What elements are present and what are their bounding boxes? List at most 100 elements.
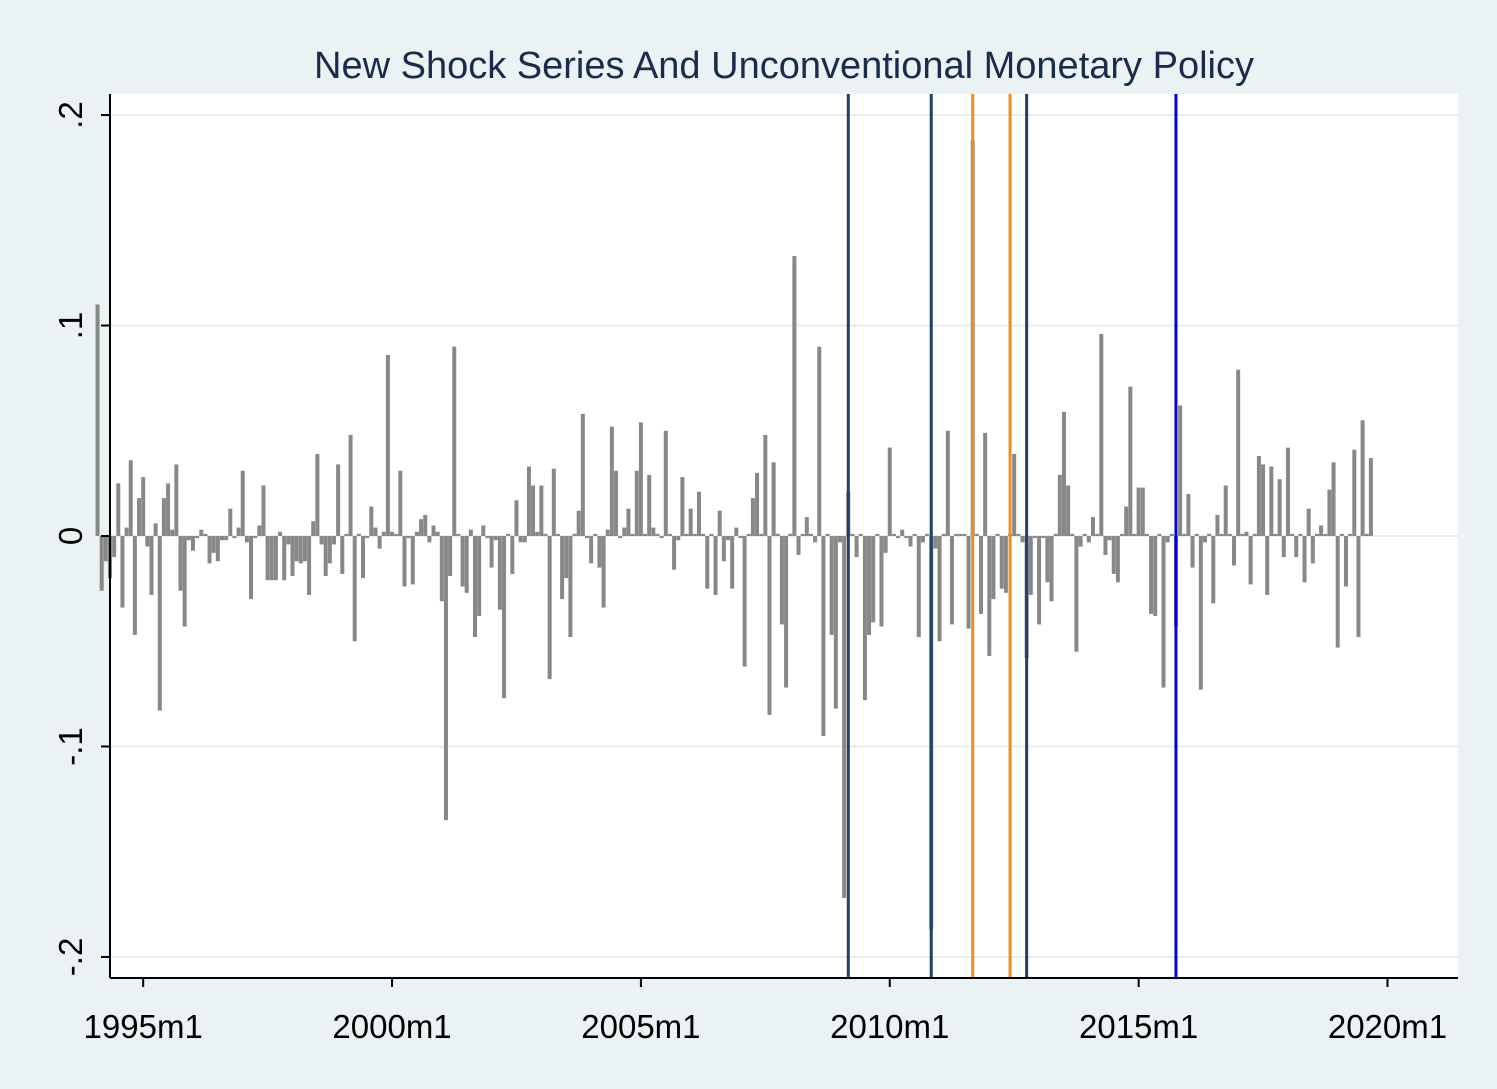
shock-bar — [609, 426, 614, 536]
shock-bar — [647, 474, 652, 536]
chart-title: New Shock Series And Unconventional Mone… — [314, 45, 1254, 87]
shock-bar — [240, 470, 245, 536]
shock-bar — [1074, 536, 1079, 652]
shock-bar — [1016, 533, 1021, 536]
shock-bar — [294, 536, 299, 562]
shock-bar — [937, 536, 942, 642]
shock-bar — [1061, 411, 1066, 536]
shock-bar — [634, 470, 639, 536]
shock-bar — [472, 536, 477, 638]
shock-bar — [580, 413, 585, 536]
shock-bar — [460, 536, 465, 587]
shock-bar — [568, 536, 573, 638]
policy-event-lines — [846, 94, 1178, 978]
shock-bar — [232, 536, 237, 539]
shock-bar — [1003, 536, 1008, 593]
shock-bar — [763, 434, 768, 536]
shock-bar — [1178, 405, 1183, 536]
shock-bar — [688, 508, 693, 536]
shock-bar — [1227, 533, 1232, 536]
shock-bar — [468, 529, 473, 536]
shock-bar — [1082, 533, 1087, 536]
shock-bar — [1302, 536, 1307, 583]
shock-bar — [696, 491, 701, 536]
shock-bar — [439, 536, 444, 602]
y-axis-ticks: .2 .1 0 -.1 -.2 — [52, 101, 110, 976]
shock-bar — [676, 536, 681, 541]
shock-bar — [365, 536, 370, 539]
shock-bar — [987, 536, 992, 656]
shock-bar — [215, 536, 220, 562]
shock-bar — [103, 536, 108, 562]
shock-bar — [539, 485, 544, 536]
shock-bar — [1306, 508, 1311, 536]
shock-bar — [775, 533, 780, 536]
shock-bar — [954, 533, 959, 536]
shock-bar — [356, 533, 361, 536]
shock-bar — [726, 536, 731, 541]
shock-bar — [1198, 536, 1203, 690]
shock-bar — [746, 533, 751, 536]
shock-bar — [128, 460, 133, 536]
shock-bar — [1285, 447, 1290, 536]
shock-bar — [178, 536, 183, 591]
shock-bar — [800, 533, 805, 536]
shock-bars — [95, 140, 1373, 930]
shock-bar — [734, 527, 739, 536]
shock-bar — [1194, 533, 1199, 536]
shock-bar — [257, 525, 262, 536]
y-tick-label: 0 — [52, 527, 89, 545]
shock-bar — [278, 531, 283, 536]
shock-bar — [265, 536, 270, 581]
shock-bar — [249, 536, 254, 600]
shock-bar — [327, 536, 332, 564]
shock-bar — [705, 536, 710, 589]
shock-bar — [925, 533, 930, 536]
shock-bar — [779, 536, 784, 625]
shock-bar — [286, 536, 291, 545]
shock-bar — [344, 533, 349, 536]
shock-bar — [871, 536, 876, 623]
shock-bar — [1215, 514, 1220, 536]
shock-bar — [709, 533, 714, 536]
shock-bar — [120, 536, 125, 608]
shock-bar — [622, 527, 627, 536]
shock-bar — [995, 533, 1000, 536]
shock-bar — [170, 529, 175, 536]
shock-bar — [1368, 458, 1373, 536]
shock-bar — [966, 536, 971, 629]
shock-bar — [1223, 485, 1228, 536]
x-axis-ticks: 1995m1 2000m1 2005m1 2010m1 2015m1 2020m1 — [84, 978, 1447, 1045]
shock-bar — [1265, 536, 1270, 595]
shock-bar — [1041, 536, 1046, 539]
shock-bar — [684, 533, 689, 536]
shock-bar — [1269, 466, 1274, 536]
shock-bar — [597, 536, 602, 568]
shock-bar — [1049, 536, 1054, 602]
shock-bar — [784, 536, 789, 688]
shock-bar — [896, 536, 901, 539]
shock-bar — [817, 346, 822, 536]
shock-bar — [1053, 533, 1058, 536]
shock-bar — [452, 346, 457, 536]
shock-bar — [821, 536, 826, 736]
shock-bar — [145, 536, 150, 547]
shock-bar — [655, 533, 660, 536]
shock-bar — [1327, 489, 1332, 536]
y-tick-label: -.1 — [52, 727, 89, 766]
shock-bar — [435, 531, 440, 536]
shock-bar — [323, 536, 328, 576]
shock-bar — [157, 536, 162, 711]
shock-bar — [311, 521, 316, 536]
shock-bar — [481, 525, 486, 536]
shock-bar — [916, 536, 921, 638]
shock-bar — [531, 485, 536, 536]
shock-bar — [1020, 536, 1025, 543]
shock-bar — [1128, 386, 1133, 536]
shock-bar — [402, 536, 407, 587]
shock-bar — [1070, 533, 1075, 536]
shock-bar — [166, 483, 171, 536]
shock-bar — [713, 536, 718, 595]
shock-bar — [626, 508, 631, 536]
shock-bar — [489, 536, 494, 568]
